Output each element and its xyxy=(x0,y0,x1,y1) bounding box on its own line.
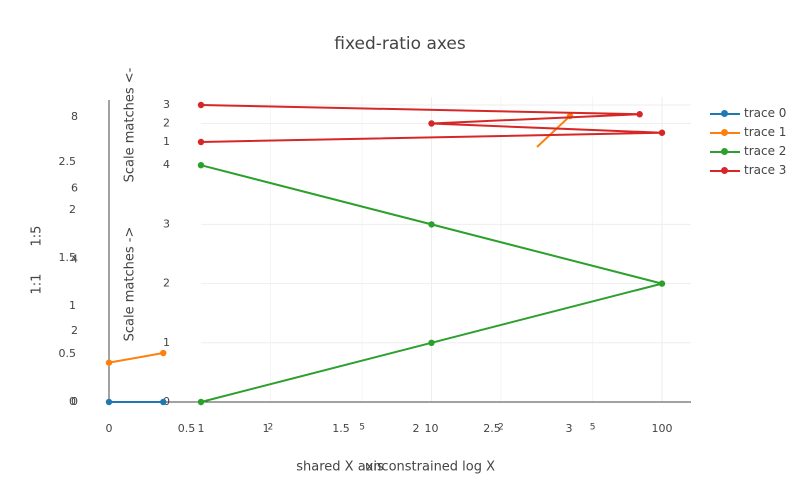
y-tick-label-1to5-0: 0 xyxy=(71,395,78,408)
point-trace-1-1 xyxy=(160,349,167,357)
point-trace-3-3 xyxy=(636,111,643,118)
point-trace-0-0 xyxy=(105,398,113,406)
x-tick-label-shared-extra-3: 2.5 xyxy=(483,422,501,435)
x-tick-label-shared-extra-4: 3 xyxy=(566,422,573,435)
point-trace-2-2 xyxy=(658,280,666,287)
legend-dot-trace-3 xyxy=(721,167,728,174)
point-trace-2-4 xyxy=(197,162,205,169)
x-tick-label-shared-1: 0.5 xyxy=(178,422,196,435)
y-tick-label-upper-right-1: 2 xyxy=(163,117,170,130)
x-tick-label-log-2: 5 xyxy=(359,423,365,433)
y-tick-label-lower-right-3: 3 xyxy=(163,217,170,230)
legend-dot-trace-0 xyxy=(721,110,728,117)
legend-label-trace-3: trace 3 xyxy=(744,163,787,177)
legend-item-trace-2[interactable]: trace 2 xyxy=(708,143,798,162)
point-trace-0-1 xyxy=(160,398,167,406)
point-trace-3-1 xyxy=(658,129,666,136)
legend-dot-trace-2 xyxy=(721,148,728,155)
y-tick-label-lower-right-2: 2 xyxy=(163,277,170,290)
y-tick-label-upper-right-2: 3 xyxy=(163,98,170,111)
x-tick-label-log-4: 2 xyxy=(498,423,504,433)
y-tick-label-lower-right-1: 1 xyxy=(163,336,170,349)
x-axis-title-shared: shared X axis xyxy=(296,460,384,475)
y-tick-label-lower-right-0: 0 xyxy=(163,395,170,408)
y-axis-title-1to5: 1:5 xyxy=(30,226,45,247)
legend-item-trace-0[interactable]: trace 0 xyxy=(708,105,798,124)
y-tick-label-1to1-4: 2 xyxy=(69,203,76,216)
y-tick-label-upper-right-0: 1 xyxy=(163,135,170,148)
y-tick-label-1to1-3: 1.5 xyxy=(59,251,77,264)
point-trace-2-0 xyxy=(197,398,205,406)
x-tick-label-log-3: 10 xyxy=(425,422,439,435)
point-trace-3-2 xyxy=(428,120,435,127)
x-tick-label-log-6: 100 xyxy=(652,422,673,435)
point-trace-1-0 xyxy=(105,359,113,366)
y-axis-title-1to1: 1:1 xyxy=(30,274,45,295)
legend-label-trace-2: trace 2 xyxy=(744,144,787,158)
x-axis-title-log: unconstrained log X xyxy=(365,460,495,475)
chart-title: fixed-ratio axes xyxy=(334,34,466,54)
y-tick-label-1to1-5: 2.5 xyxy=(59,155,77,168)
legend-item-trace-3[interactable]: trace 3 xyxy=(708,162,798,181)
legend[interactable]: trace 0 trace 1 trace 2 trace 3 xyxy=(708,105,798,181)
x-tick-label-log-0: 1 xyxy=(198,422,205,435)
x-tick-label-shared-extra-2: 2 xyxy=(413,422,420,435)
y-tick-label-1to5-2: 4 xyxy=(71,253,78,266)
x-tick-label-shared-extra-0: 1 xyxy=(263,422,270,435)
y-tick-label-1to1-2: 1 xyxy=(69,299,76,312)
point-trace-3-0 xyxy=(197,138,205,146)
x-tick-label-shared-extra-1: 1.5 xyxy=(332,422,350,435)
legend-dot-trace-1 xyxy=(721,129,728,136)
legend-label-trace-0: trace 0 xyxy=(744,106,787,120)
x-tick-label-log-1: 2 xyxy=(268,423,274,433)
series-line-trace-1-segment xyxy=(536,115,571,148)
legend-label-trace-1: trace 1 xyxy=(744,125,787,139)
x-tick-label-shared-0: 0 xyxy=(106,422,113,435)
y-tick-label-1to5-3: 6 xyxy=(71,181,78,194)
series-line-trace-1 xyxy=(108,352,164,364)
point-trace-2-3 xyxy=(428,221,435,228)
y-axis-title-upper-right: Scale matches <- xyxy=(123,67,138,182)
y-tick-label-1to1-1: 0.5 xyxy=(59,347,77,360)
y-tick-label-1to5-4: 8 xyxy=(71,110,78,123)
point-trace-3-4 xyxy=(197,101,205,109)
y-tick-label-1to5-1: 2 xyxy=(71,324,78,337)
x-tick-label-log-5: 5 xyxy=(590,423,596,433)
y-tick-label-lower-right-4: 4 xyxy=(163,158,170,171)
y-tick-label-1to1-0: 0 xyxy=(69,395,76,408)
legend-item-trace-1[interactable]: trace 1 xyxy=(708,124,798,143)
y-axis-title-lower-right: Scale matches -> xyxy=(123,227,138,342)
point-trace-2-1 xyxy=(428,339,435,346)
